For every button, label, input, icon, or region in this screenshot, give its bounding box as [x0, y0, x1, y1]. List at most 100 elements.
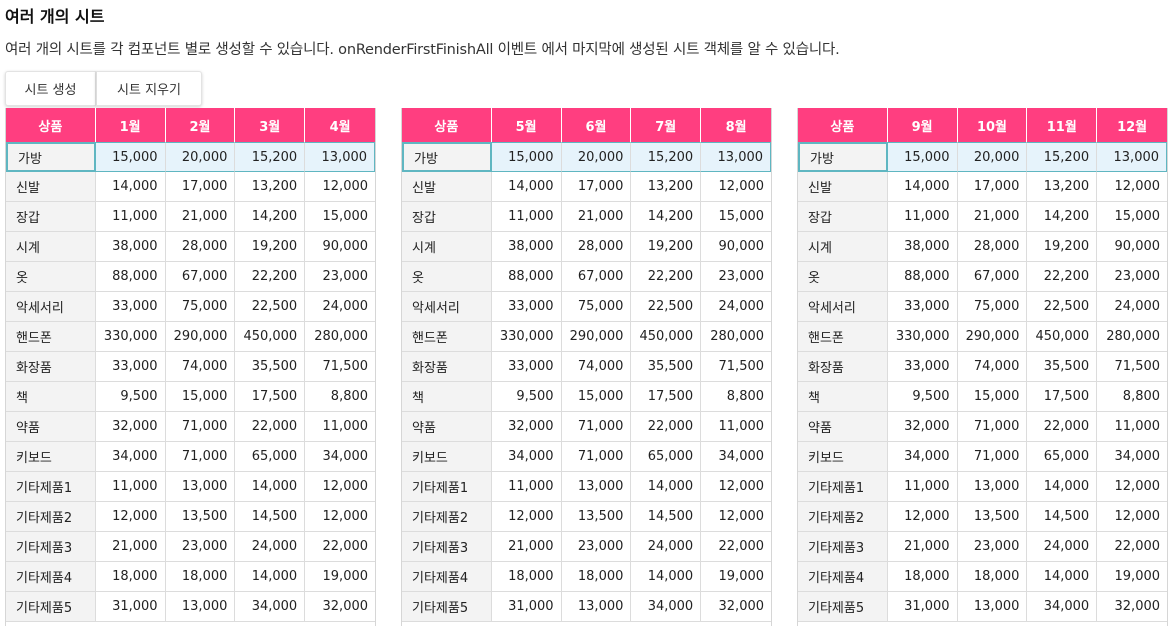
table-row[interactable]: 시계 38,000 28,000 19,200 90,000: [798, 232, 1167, 262]
amount-cell[interactable]: 74,000: [957, 352, 1028, 382]
sheet-grid-2[interactable]: 상품 5월 6월 7월 8월 가방 15,000 20,000 15,200 13,000 신발 14…: [401, 108, 772, 626]
amount-cell[interactable]: 11,000: [95, 202, 166, 232]
amount-cell[interactable]: 8,800: [701, 382, 771, 412]
table-row[interactable]: 장갑 11,000 21,000 14,200 15,000: [798, 202, 1167, 232]
amount-cell[interactable]: 34,000: [235, 592, 306, 622]
amount-cell[interactable]: 23,000: [165, 532, 236, 562]
amount-cell[interactable]: 17,000: [561, 172, 632, 202]
table-row[interactable]: 악세서리 33,000 75,000 22,500 24,000: [402, 292, 771, 322]
amount-cell[interactable]: 11,000: [701, 412, 771, 442]
amount-cell[interactable]: 65,000: [1027, 442, 1098, 472]
amount-cell[interactable]: 450,000: [631, 322, 702, 352]
amount-cell[interactable]: 13,200: [631, 172, 702, 202]
amount-cell[interactable]: 23,000: [1097, 262, 1167, 292]
product-name-cell[interactable]: 악세서리: [6, 292, 96, 322]
amount-cell[interactable]: 28,000: [561, 232, 632, 262]
product-name-cell[interactable]: 화장품: [6, 352, 96, 382]
amount-cell[interactable]: 290,000: [561, 322, 632, 352]
clear-sheet-button[interactable]: 시트 지우기: [96, 71, 202, 106]
amount-cell[interactable]: 18,000: [491, 562, 562, 592]
product-name-cell[interactable]: 기타제품3: [798, 532, 888, 562]
product-name-cell[interactable]: 옷: [6, 262, 96, 292]
amount-cell[interactable]: 90,000: [1097, 232, 1167, 262]
amount-cell[interactable]: 34,000: [1027, 592, 1098, 622]
amount-cell[interactable]: 14,000: [235, 562, 306, 592]
column-header-product[interactable]: 상품: [402, 108, 492, 142]
amount-cell[interactable]: 11,000: [887, 202, 958, 232]
amount-cell[interactable]: 9,500: [491, 382, 562, 412]
amount-cell[interactable]: 19,200: [235, 232, 306, 262]
amount-cell[interactable]: 75,000: [561, 292, 632, 322]
product-name-cell[interactable]: 신발: [6, 172, 96, 202]
amount-cell[interactable]: 38,000: [887, 232, 958, 262]
table-row[interactable]: 신발 14,000 17,000 13,200 12,000: [798, 172, 1167, 202]
table-row[interactable]: 옷 88,000 67,000 22,200 23,000: [6, 262, 375, 292]
amount-cell[interactable]: 14,000: [631, 562, 702, 592]
amount-cell[interactable]: 15,000: [701, 202, 771, 232]
amount-cell[interactable]: 12,000: [305, 472, 375, 502]
column-header-product[interactable]: 상품: [6, 108, 96, 142]
amount-cell[interactable]: 13,200: [235, 172, 306, 202]
amount-cell[interactable]: 11,000: [305, 412, 375, 442]
column-header-month[interactable]: 2월: [165, 108, 236, 142]
table-row[interactable]: 키보드 34,000 71,000 65,000 34,000: [402, 442, 771, 472]
amount-cell[interactable]: 13,000: [957, 472, 1028, 502]
amount-cell[interactable]: 9,500: [95, 382, 166, 412]
product-name-cell[interactable]: 키보드: [6, 442, 96, 472]
amount-cell[interactable]: 24,000: [1097, 292, 1167, 322]
product-name-cell[interactable]: 가방: [6, 142, 96, 172]
table-row[interactable]: 장갑 11,000 21,000 14,200 15,000: [6, 202, 375, 232]
amount-cell[interactable]: 21,000: [491, 532, 562, 562]
product-name-cell[interactable]: 약품: [402, 412, 492, 442]
amount-cell[interactable]: 22,000: [1097, 532, 1167, 562]
amount-cell[interactable]: 31,000: [887, 592, 958, 622]
product-name-cell[interactable]: 옷: [402, 262, 492, 292]
product-name-cell[interactable]: 기타제품1: [798, 472, 888, 502]
amount-cell[interactable]: 15,000: [957, 382, 1028, 412]
amount-cell[interactable]: 19,200: [1027, 232, 1098, 262]
amount-cell[interactable]: 12,000: [887, 502, 958, 532]
amount-cell[interactable]: 38,000: [95, 232, 166, 262]
amount-cell[interactable]: 12,000: [701, 502, 771, 532]
amount-cell[interactable]: 21,000: [561, 202, 632, 232]
amount-cell[interactable]: 22,500: [235, 292, 306, 322]
amount-cell[interactable]: 11,000: [491, 202, 562, 232]
amount-cell[interactable]: 32,000: [305, 592, 375, 622]
amount-cell[interactable]: 11,000: [491, 472, 562, 502]
table-row[interactable]: 기타제품2 12,000 13,500 14,500 12,000: [798, 502, 1167, 532]
table-row[interactable]: 약품 32,000 71,000 22,000 11,000: [402, 412, 771, 442]
amount-cell[interactable]: 290,000: [165, 322, 236, 352]
column-header-month[interactable]: 5월: [491, 108, 562, 142]
amount-cell[interactable]: 71,000: [957, 442, 1028, 472]
product-name-cell[interactable]: 기타제품4: [402, 562, 492, 592]
amount-cell[interactable]: 14,200: [631, 202, 702, 232]
amount-cell[interactable]: 20,000: [957, 142, 1028, 172]
table-row[interactable]: 기타제품5 31,000 13,000 34,000 32,000: [798, 592, 1167, 622]
amount-cell[interactable]: 28,000: [165, 232, 236, 262]
amount-cell[interactable]: 71,500: [701, 352, 771, 382]
amount-cell[interactable]: 23,000: [561, 532, 632, 562]
product-name-cell[interactable]: 기타제품2: [402, 502, 492, 532]
amount-cell[interactable]: 75,000: [957, 292, 1028, 322]
amount-cell[interactable]: 330,000: [887, 322, 958, 352]
amount-cell[interactable]: 32,000: [701, 592, 771, 622]
product-name-cell[interactable]: 기타제품5: [402, 592, 492, 622]
amount-cell[interactable]: 12,000: [1097, 472, 1167, 502]
amount-cell[interactable]: 24,000: [235, 532, 306, 562]
amount-cell[interactable]: 88,000: [887, 262, 958, 292]
amount-cell[interactable]: 22,200: [235, 262, 306, 292]
amount-cell[interactable]: 13,000: [561, 472, 632, 502]
amount-cell[interactable]: 9,500: [887, 382, 958, 412]
table-row-selected[interactable]: 가방 15,000 20,000 15,200 13,000: [402, 142, 771, 172]
amount-cell[interactable]: 19,000: [701, 562, 771, 592]
amount-cell[interactable]: 11,000: [1097, 412, 1167, 442]
amount-cell[interactable]: 33,000: [491, 292, 562, 322]
amount-cell[interactable]: 34,000: [887, 442, 958, 472]
amount-cell[interactable]: 18,000: [887, 562, 958, 592]
amount-cell[interactable]: 22,500: [631, 292, 702, 322]
amount-cell[interactable]: 32,000: [491, 412, 562, 442]
amount-cell[interactable]: 13,000: [701, 142, 771, 172]
product-name-cell[interactable]: 악세서리: [402, 292, 492, 322]
amount-cell[interactable]: 33,000: [491, 352, 562, 382]
amount-cell[interactable]: 21,000: [95, 532, 166, 562]
